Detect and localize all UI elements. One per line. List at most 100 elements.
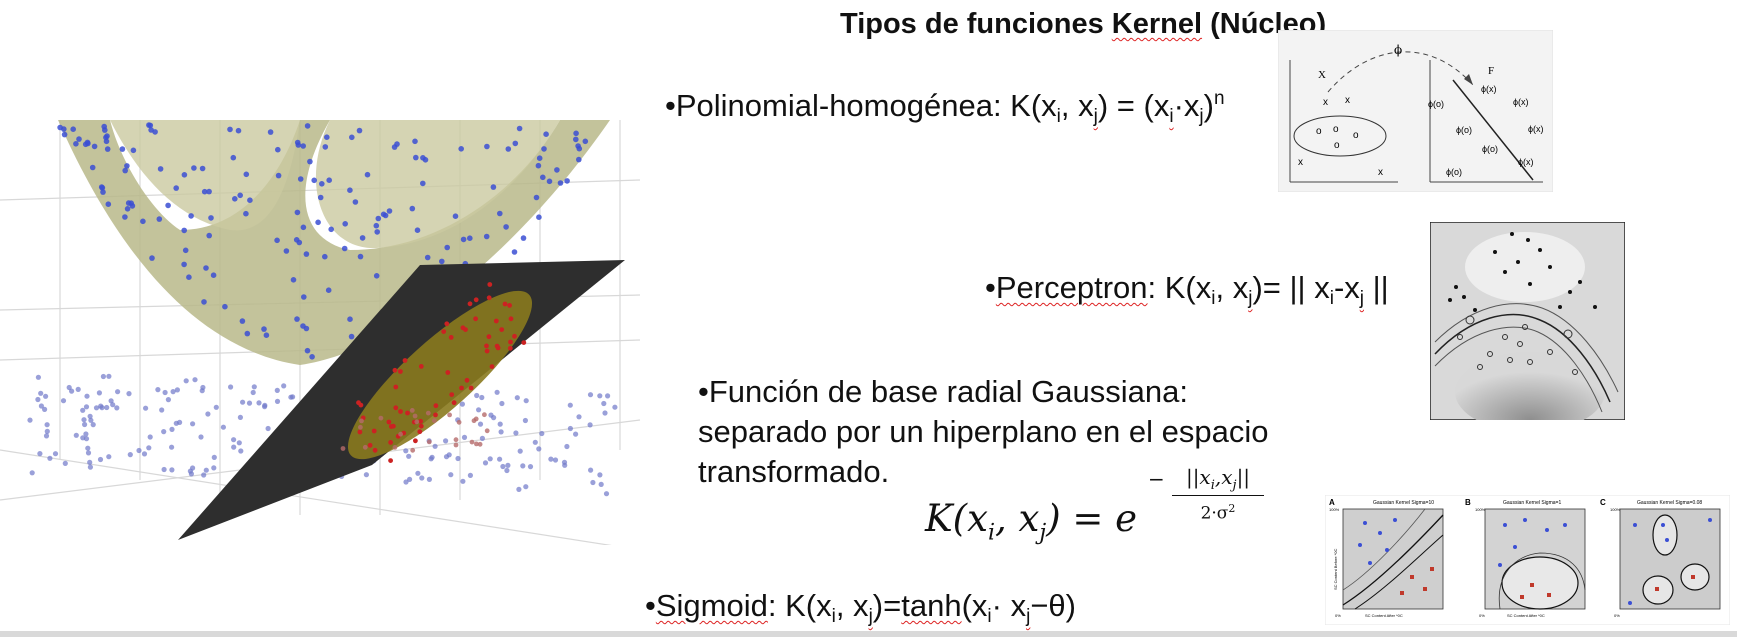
surface-point xyxy=(243,210,249,217)
x-point: x xyxy=(1378,167,1383,178)
surface-point xyxy=(128,200,134,206)
numerator: ||x xyxy=(1185,465,1211,489)
surface-point xyxy=(301,294,307,300)
formula-rhs: ) = e xyxy=(1046,497,1138,540)
floor-point xyxy=(35,374,42,380)
formula-part: : K(x xyxy=(767,588,832,623)
floor-point xyxy=(60,398,67,404)
floor-point xyxy=(110,402,116,408)
surface-point xyxy=(322,253,328,260)
floor-red-point xyxy=(378,415,384,421)
floor-point xyxy=(532,439,538,445)
floor-point xyxy=(104,404,110,411)
floor-point xyxy=(73,432,79,438)
floor-point xyxy=(588,467,594,473)
projected-point xyxy=(402,358,408,363)
projected-point xyxy=(508,316,514,322)
floor-point xyxy=(482,460,489,466)
subscript-j: j xyxy=(1232,478,1237,493)
surface-point xyxy=(413,154,419,161)
floor-point xyxy=(602,410,608,416)
floor-point xyxy=(539,430,545,437)
projected-point xyxy=(484,343,489,349)
surface-point xyxy=(326,177,333,183)
numerator-part: ,x xyxy=(1214,465,1233,489)
surface-point xyxy=(275,146,281,153)
surface-point xyxy=(73,141,79,147)
projected-point xyxy=(444,321,450,327)
formula-part: ·x xyxy=(1173,88,1200,123)
projected-point xyxy=(449,392,455,397)
surface-point xyxy=(201,299,207,305)
axis-top-label: 100% xyxy=(1475,507,1486,512)
phi-x-point: ϕ(x) xyxy=(1513,97,1529,107)
surface-point xyxy=(89,164,96,171)
projected-point xyxy=(445,370,451,375)
floor-point xyxy=(201,472,207,478)
surface-point xyxy=(557,180,564,186)
surface-point xyxy=(182,247,189,254)
formula-part: ) xyxy=(1203,88,1214,123)
floor-point xyxy=(497,421,503,427)
floor-point xyxy=(274,387,280,393)
floor-point xyxy=(199,388,205,394)
surface-point xyxy=(149,255,155,261)
floor-point xyxy=(87,464,93,470)
projected-point xyxy=(433,412,438,418)
phi-x-point: ϕ(x) xyxy=(1528,124,1544,134)
floor-red-point xyxy=(362,444,368,450)
floor-point xyxy=(228,384,234,390)
surface-point xyxy=(300,224,307,231)
surface-point xyxy=(105,201,112,207)
floor-point xyxy=(477,421,484,427)
floor-point xyxy=(403,448,409,454)
projected-point xyxy=(507,303,512,308)
floor-point xyxy=(499,400,505,407)
surface-point xyxy=(420,180,426,187)
panel-letter: B xyxy=(1465,498,1471,507)
floor-point xyxy=(43,393,49,399)
floor-point xyxy=(281,383,287,389)
floor-point xyxy=(494,389,500,395)
surface-point xyxy=(422,157,429,163)
bullet: • xyxy=(985,270,996,305)
floor-point xyxy=(205,411,211,417)
projected-point xyxy=(388,458,393,463)
floor-point xyxy=(536,446,542,452)
projected-point xyxy=(473,297,479,303)
axis-origin-label: 0% xyxy=(1479,613,1485,618)
floor-point xyxy=(432,443,438,449)
surface-point xyxy=(140,218,146,225)
surface-point xyxy=(317,194,324,201)
floor-point xyxy=(443,438,449,444)
tanh-word: tanh xyxy=(901,588,962,623)
surface-point xyxy=(324,134,330,140)
surface-point xyxy=(359,235,366,241)
floor-point xyxy=(97,456,104,463)
floor-point xyxy=(203,467,209,473)
surface-point xyxy=(409,205,416,212)
surface-point xyxy=(348,333,355,340)
feature-mapping-diagram: X F ϕ x x x x o o o o ϕ(x) ϕ(x) ϕ(x) ϕ(x… xyxy=(1278,30,1553,192)
class-b-points xyxy=(1457,315,1578,375)
kernel-polinomial: •Polinomial-homogénea: K(xi, xj) = (xi·x… xyxy=(665,88,1225,126)
floor-point xyxy=(415,470,421,476)
projected-point xyxy=(398,369,403,374)
surface-point xyxy=(124,206,131,212)
surface-point xyxy=(576,145,583,152)
floor-red-point xyxy=(412,413,418,419)
phi-o-point: ϕ(o) xyxy=(1428,99,1444,109)
floor-point xyxy=(155,387,161,393)
projected-point xyxy=(467,301,473,307)
floor-point xyxy=(162,389,168,396)
surface-point xyxy=(230,154,237,161)
floor-red-point xyxy=(358,424,363,430)
surface-point xyxy=(130,147,137,154)
formula-part: (x xyxy=(961,588,988,623)
floor-point xyxy=(47,455,53,461)
floor-point xyxy=(82,421,88,428)
surface-point xyxy=(341,245,348,252)
surface-point xyxy=(181,227,187,234)
floor-point xyxy=(198,434,204,440)
projected-point xyxy=(489,364,495,369)
